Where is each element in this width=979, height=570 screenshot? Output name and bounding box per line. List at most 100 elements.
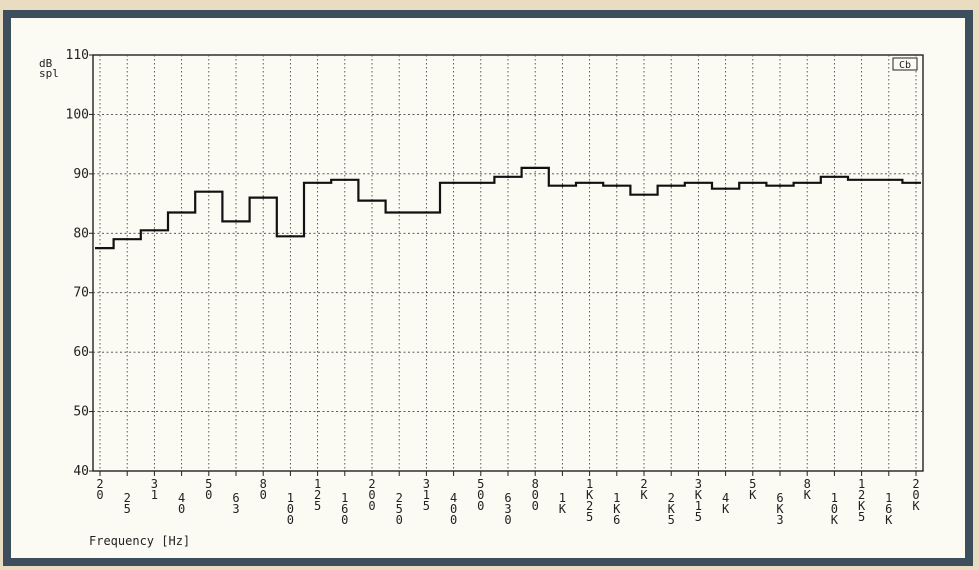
data-point <box>588 181 591 184</box>
x-tick-char: K <box>804 488 812 502</box>
x-tick-char: 3 <box>151 477 158 491</box>
data-point <box>724 187 727 190</box>
data-point <box>262 196 265 199</box>
x-tick-char: K <box>749 488 757 502</box>
data-point <box>670 184 673 187</box>
x-tick-char: 0 <box>477 488 484 502</box>
x-tick-char: K <box>613 502 621 516</box>
x-tick-char: 8 <box>260 477 267 491</box>
x-axis-title: Frequency [Hz] <box>89 534 190 548</box>
x-tick-char: 0 <box>341 513 348 527</box>
x-tick-char: 1 <box>341 491 348 505</box>
x-tick-char: 5 <box>586 510 593 524</box>
x-tick-char: 0 <box>532 488 539 502</box>
data-point <box>751 181 754 184</box>
x-tick-char: 2 <box>396 491 403 505</box>
x-tick-char: 1 <box>314 477 321 491</box>
y-tick-label: 70 <box>73 286 89 301</box>
y-tick-label: 60 <box>73 345 89 360</box>
x-tick-char: 1 <box>151 488 158 502</box>
data-point <box>425 211 428 214</box>
data-point <box>234 220 238 223</box>
data-point <box>642 193 646 196</box>
x-tick-char: 1 <box>559 491 566 505</box>
x-tick-char: 4 <box>450 491 457 505</box>
x-tick-char: 2 <box>368 477 375 491</box>
x-tick-char: 1 <box>831 491 838 505</box>
series-line <box>95 166 921 250</box>
x-tick-char: 2 <box>640 477 647 491</box>
x-tick-char: K <box>722 502 730 516</box>
x-tick-char: K <box>559 502 567 516</box>
x-tick-char: 5 <box>749 477 756 491</box>
x-tick-char: 6 <box>504 491 511 505</box>
x-tick-char: K <box>640 488 648 502</box>
x-tick-char: 5 <box>668 513 675 527</box>
data-point <box>398 211 401 214</box>
x-tick-char: 2 <box>858 488 865 502</box>
x-tick-char: 2 <box>668 491 675 505</box>
x-tick-char: K <box>912 499 920 513</box>
x-tick-char: 0 <box>477 499 484 513</box>
x-tick-char: 0 <box>205 488 212 502</box>
data-point <box>370 199 374 202</box>
data-point <box>534 166 537 170</box>
x-tick-char: 0 <box>504 513 511 527</box>
x-tick-char: K <box>858 499 866 513</box>
x-tick-char: 4 <box>722 491 729 505</box>
y-tick-label: 50 <box>73 405 89 420</box>
data-point <box>207 190 210 193</box>
x-tick-char: 5 <box>124 502 131 516</box>
x-tick-char: 1 <box>885 491 892 505</box>
x-tick-char: K <box>885 513 893 527</box>
x-tick-char: K <box>831 513 839 527</box>
x-tick-char: 5 <box>477 477 484 491</box>
y-tick-label: 80 <box>73 226 89 241</box>
x-tick-char: 0 <box>831 502 838 516</box>
x-tick-char: 8 <box>804 477 811 491</box>
x-tick-char: 1 <box>586 477 593 491</box>
data-point <box>289 235 292 238</box>
x-tick-char: 0 <box>368 488 375 502</box>
x-tick-char: 3 <box>504 502 511 516</box>
y-axis-unit-label: spl <box>39 67 59 80</box>
x-tick-char: K <box>695 488 703 502</box>
x-tick-char: 0 <box>287 502 294 516</box>
y-axis-unit-label: dB <box>39 57 53 70</box>
x-tick-char: 0 <box>396 513 403 527</box>
y-tick-label: 90 <box>73 167 89 182</box>
x-tick-char: 5 <box>695 510 702 524</box>
x-tick-char: 2 <box>912 477 919 491</box>
x-tick-char: 6 <box>885 502 892 516</box>
chart-frame: 40 50 60 70 80 90 100 110 dB spl Cb 2 0 2 5 3 1 4 0 5 0 6 3 8 0 1… <box>3 10 973 566</box>
y-tick-label: 40 <box>73 464 89 479</box>
data-point <box>615 184 618 187</box>
x-tick-char: 0 <box>912 488 919 502</box>
data-point <box>778 184 782 187</box>
x-tick-char: 0 <box>178 502 185 516</box>
data-point <box>887 178 890 181</box>
data-point <box>452 181 455 184</box>
